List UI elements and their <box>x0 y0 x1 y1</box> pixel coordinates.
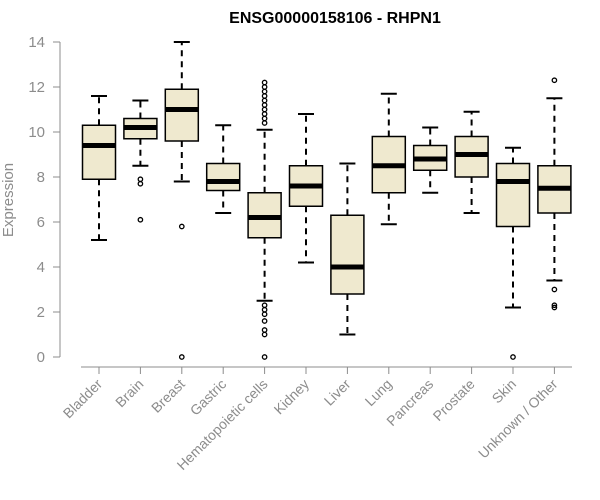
outlier-point <box>262 121 266 125</box>
box-4 <box>248 80 281 359</box>
outlier-point <box>262 103 266 107</box>
box-5 <box>290 114 323 263</box>
outlier-point <box>262 89 266 93</box>
x-tick-label: Liver <box>321 376 354 409</box>
box-10 <box>497 148 530 359</box>
box-3 <box>207 125 240 213</box>
box-9 <box>455 112 488 213</box>
outlier-point <box>262 112 266 116</box>
y-tick-label: 8 <box>37 169 45 186</box>
x-tick-label: Prostate <box>430 376 478 424</box>
y-tick-label: 4 <box>37 259 45 276</box>
outlier-point <box>552 78 556 82</box>
y-tick-label: 10 <box>28 124 45 141</box>
outlier-point <box>262 308 266 312</box>
x-tick-label: Breast <box>148 376 188 416</box>
y-tick-label: 6 <box>37 214 45 231</box>
box-11 <box>538 78 571 310</box>
outlier-point <box>262 85 266 89</box>
outlier-point <box>262 312 266 316</box>
outlier-point <box>262 98 266 102</box>
box-8 <box>414 128 447 193</box>
box-6 <box>331 164 364 335</box>
iqr-box <box>497 164 530 227</box>
outlier-point <box>511 355 515 359</box>
outlier-point <box>262 319 266 323</box>
y-tick-label: 12 <box>28 79 45 96</box>
box-plot-chart: ENSG00000158106 - RHPN1 Expression 0 2 4 6 8… <box>0 0 600 500</box>
y-tick-label: 2 <box>37 304 45 321</box>
outlier-point <box>138 182 142 186</box>
y-tick-label: 14 <box>28 34 45 51</box>
outlier-point <box>262 107 266 111</box>
boxes-layer <box>83 42 571 359</box>
x-tick-label: Kidney <box>271 376 313 418</box>
y-axis-ticks: 0 2 4 6 8 10 12 14 <box>28 34 60 366</box>
iqr-box <box>331 215 364 294</box>
box-2 <box>165 42 198 359</box>
x-tick-label: Unknown / Other <box>475 376 561 462</box>
x-tick-label: Bladder <box>60 376 106 422</box>
x-tick-label: Brain <box>112 376 146 410</box>
outlier-point <box>138 177 142 181</box>
outlier-point <box>138 218 142 222</box>
outlier-point <box>262 332 266 336</box>
iqr-box <box>83 125 116 179</box>
y-axis-label: Expression <box>0 163 17 237</box>
outlier-point <box>262 303 266 307</box>
outlier-point <box>180 355 184 359</box>
outlier-point <box>552 287 556 291</box>
chart-title: ENSG00000158106 - RHPN1 <box>229 10 441 27</box>
outlier-point <box>262 80 266 84</box>
outlier-point <box>262 116 266 120</box>
outlier-point <box>262 355 266 359</box>
x-tick-label: Skin <box>489 376 520 407</box>
outlier-point <box>180 224 184 228</box>
iqr-box <box>165 89 198 141</box>
box-1 <box>124 101 157 222</box>
outlier-point <box>262 94 266 98</box>
x-tick-label: Lung <box>362 376 395 409</box>
box-7 <box>372 94 405 225</box>
iqr-box <box>207 164 240 191</box>
box-0 <box>83 96 116 240</box>
y-tick-label: 0 <box>37 349 45 366</box>
outlier-point <box>262 328 266 332</box>
